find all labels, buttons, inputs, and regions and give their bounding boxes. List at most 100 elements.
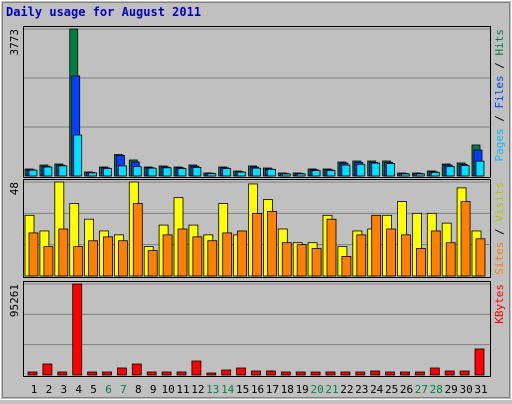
x-tick-label: 29: [445, 383, 458, 396]
x-tick-label: 1: [31, 383, 38, 396]
bar: [430, 230, 441, 277]
bar: [311, 248, 322, 277]
x-tick-label: 4: [75, 383, 82, 396]
x-tick-label: 28: [430, 383, 443, 396]
bar: [415, 173, 425, 177]
bar: [192, 236, 203, 277]
bar: [132, 203, 143, 277]
bar: [43, 246, 54, 277]
bar: [28, 232, 39, 277]
bar: [386, 228, 397, 277]
bar: [103, 236, 113, 277]
bar: [296, 244, 307, 277]
bar: [118, 165, 127, 177]
x-tick-label: 27: [415, 383, 428, 396]
bar: [401, 234, 411, 277]
bar: [191, 360, 202, 376]
bar: [266, 210, 277, 277]
bar: [281, 242, 292, 277]
bar: [355, 371, 366, 376]
bar: [162, 167, 172, 177]
bar: [27, 371, 38, 376]
x-tick-label: 22: [340, 383, 353, 396]
x-tick-label: 15: [236, 383, 249, 396]
y-tick-label: 3773: [8, 29, 21, 56]
x-tick-label: 31: [474, 383, 487, 396]
bar: [386, 163, 396, 177]
bar: [57, 371, 68, 376]
bar: [401, 173, 410, 177]
bar: [474, 348, 485, 376]
bar: [310, 371, 321, 376]
bar: [356, 234, 367, 277]
bar: [340, 371, 351, 376]
bar: [102, 371, 112, 376]
legend-entry: Files: [493, 75, 506, 108]
bar: [341, 164, 351, 177]
bar: [88, 172, 97, 177]
bar: [429, 367, 440, 376]
legend: KBytes: [493, 284, 506, 324]
bar: [252, 167, 261, 177]
bar: [252, 212, 262, 277]
bar: [147, 250, 158, 277]
x-tick-label: 6: [105, 383, 112, 396]
bar: [460, 201, 471, 277]
legend-separator: /: [493, 222, 506, 242]
panel: [23, 26, 491, 178]
bar: [326, 218, 337, 277]
x-tick-label: 23: [355, 383, 368, 396]
bar: [117, 367, 127, 376]
bar: [475, 238, 486, 277]
bar: [207, 240, 218, 277]
bar: [72, 283, 83, 376]
bar: [28, 169, 38, 177]
bar: [341, 256, 352, 277]
x-tick-label: 7: [120, 383, 127, 396]
bar: [295, 371, 306, 376]
legend: Sites / Visits: [493, 182, 506, 275]
bar: [371, 162, 381, 177]
bar: [222, 232, 233, 277]
bar: [221, 369, 232, 376]
x-tick-label: 30: [459, 383, 472, 396]
x-tick-label: 25: [385, 383, 398, 396]
bar: [266, 168, 276, 177]
frame-inner: [2, 2, 510, 398]
y-tick-label: 48: [8, 182, 21, 195]
bar: [385, 371, 396, 376]
x-tick-label: 20: [310, 383, 323, 396]
bar: [281, 173, 291, 177]
x-tick-label: 18: [281, 383, 294, 396]
x-tick-label: 8: [135, 383, 142, 396]
y-tick-label: 95261: [8, 284, 21, 317]
bar: [459, 370, 470, 376]
bar: [192, 167, 202, 177]
bar: [445, 166, 455, 177]
bar: [265, 370, 276, 376]
legend-separator: /: [493, 109, 506, 129]
x-tick-label: 17: [266, 383, 279, 396]
bar: [118, 240, 128, 277]
bar: [162, 234, 173, 277]
bar: [88, 240, 98, 277]
bar: [296, 173, 306, 177]
bar: [311, 170, 321, 177]
bar: [222, 168, 232, 177]
bar: [430, 172, 440, 177]
bar: [237, 230, 248, 277]
bar: [177, 228, 188, 277]
x-tick-label: 19: [296, 383, 309, 396]
bar: [415, 248, 426, 277]
x-tick-label: 13: [206, 383, 219, 396]
legend-entry: Sites: [493, 242, 506, 275]
bar: [475, 160, 485, 177]
bar: [325, 371, 336, 376]
legend-entry: Pages: [493, 128, 506, 161]
x-tick-label: 24: [370, 383, 384, 396]
bar: [326, 170, 336, 177]
x-tick-label: 11: [176, 383, 189, 396]
legend-separator: /: [493, 56, 506, 76]
bar: [444, 370, 455, 376]
legend-entry: KBytes: [493, 284, 506, 324]
